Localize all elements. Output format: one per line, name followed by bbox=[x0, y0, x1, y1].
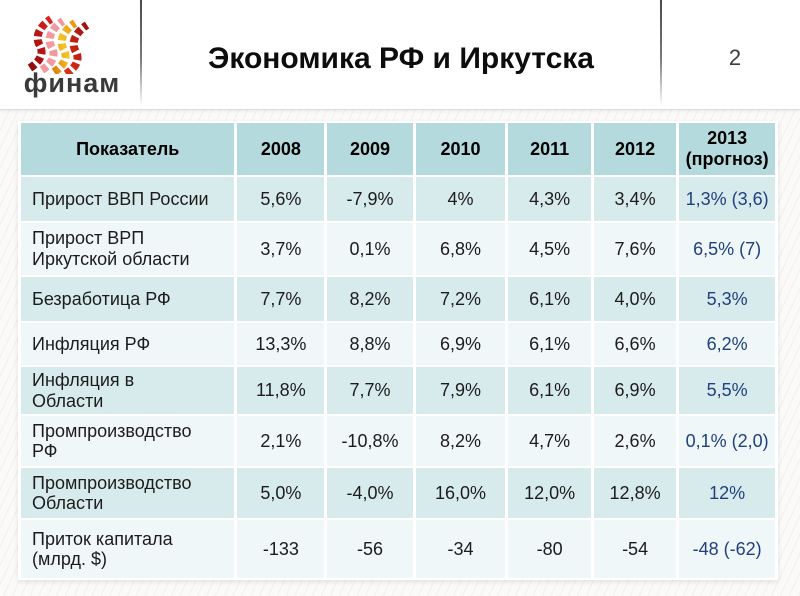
cell-value: 4% bbox=[415, 177, 506, 221]
cell-value: 3,7% bbox=[237, 223, 325, 275]
header-divider-left bbox=[140, 0, 142, 106]
cell-value: 6,8% bbox=[415, 223, 506, 275]
cell-value: 5,6% bbox=[237, 177, 325, 221]
economy-table-container: Показатель 2008 2009 2010 2011 2012 2013… bbox=[18, 121, 778, 581]
column-header-2008: 2008 bbox=[237, 123, 325, 175]
cell-value: 7,2% bbox=[415, 277, 506, 321]
cell-value: 4,7% bbox=[508, 416, 591, 467]
cell-value: 6,9% bbox=[593, 367, 677, 415]
cell-value: 6,6% bbox=[593, 323, 677, 365]
cell-value: -7,9% bbox=[327, 177, 413, 221]
table-row-inflation-rf: Инфляция РФ 13,3% 8,8% 6,9% 6,1% 6,6% 6,… bbox=[21, 323, 775, 365]
row-label: Промпроизводство РФ bbox=[21, 416, 235, 467]
cell-value: 11,8% bbox=[237, 367, 325, 415]
cell-value: 7,7% bbox=[237, 277, 325, 321]
cell-value: 2,6% bbox=[593, 416, 677, 467]
cell-value: -10,8% bbox=[327, 416, 413, 467]
cell-value: 6,1% bbox=[508, 323, 591, 365]
table-row-industry-region: Промпроизводство Области 5,0% -4,0% 16,0… bbox=[21, 468, 775, 519]
table-row-gdp-russia: Прирост ВВП России 5,6% -7,9% 4% 4,3% 3,… bbox=[21, 177, 775, 221]
finam-logo-text: финам bbox=[23, 68, 121, 98]
cell-value: 16,0% bbox=[415, 468, 506, 519]
row-label: Прирост ВРП Иркутской области bbox=[21, 223, 235, 275]
slide-title: Экономика РФ и Иркутска bbox=[208, 42, 594, 75]
row-label: Инфляция РФ bbox=[21, 323, 235, 365]
row-label: Безработица РФ bbox=[21, 277, 235, 321]
table-row-inflation-region: Инфляция в Области 11,8% 7,7% 7,9% 6,1% … bbox=[21, 367, 775, 415]
forecast-cell: 5,5% bbox=[679, 367, 775, 415]
cell-value: 12,8% bbox=[593, 468, 677, 519]
finam-logo: финам bbox=[16, 6, 128, 104]
cell-value: -54 bbox=[593, 520, 677, 579]
column-header-2011: 2011 bbox=[508, 123, 591, 175]
cell-value: 3,4% bbox=[593, 177, 677, 221]
row-label: Прирост ВВП России bbox=[21, 177, 235, 221]
column-header-2013-forecast: 2013 (прогноз) bbox=[679, 123, 775, 175]
table-row-industry-rf: Промпроизводство РФ 2,1% -10,8% 8,2% 4,7… bbox=[21, 416, 775, 467]
cell-value: 6,9% bbox=[415, 323, 506, 365]
forecast-cell: 6,2% bbox=[679, 323, 775, 365]
forecast-cell: 6,5% (7) bbox=[679, 223, 775, 275]
cell-value: 8,2% bbox=[415, 416, 506, 467]
table-row-capital-inflow: Приток капитала (млрд. $) -133 -56 -34 -… bbox=[21, 520, 775, 579]
cell-value: 8,2% bbox=[327, 277, 413, 321]
cell-value: -34 bbox=[415, 520, 506, 579]
row-label: Инфляция в Области bbox=[21, 367, 235, 415]
cell-value: 0,1% bbox=[327, 223, 413, 275]
column-header-2012: 2012 bbox=[593, 123, 677, 175]
cell-value: -80 bbox=[508, 520, 591, 579]
cell-value: 6,1% bbox=[508, 367, 591, 415]
column-header-2009: 2009 bbox=[327, 123, 413, 175]
cell-value: 8,8% bbox=[327, 323, 413, 365]
table-header-row: Показатель 2008 2009 2010 2011 2012 2013… bbox=[21, 123, 775, 175]
forecast-cell: 12% bbox=[679, 468, 775, 519]
column-header-2010: 2010 bbox=[415, 123, 506, 175]
cell-value: 4,3% bbox=[508, 177, 591, 221]
finam-wave-icon bbox=[27, 15, 90, 74]
forecast-cell: 1,3% (3,6) bbox=[679, 177, 775, 221]
table-row-grp-irkutsk: Прирост ВРП Иркутской области 3,7% 0,1% … bbox=[21, 223, 775, 275]
cell-value: -56 bbox=[327, 520, 413, 579]
slide-header: финам Экономика РФ и Иркутска 2 bbox=[0, 0, 800, 110]
cell-value: 13,3% bbox=[237, 323, 325, 365]
cell-value: 4,5% bbox=[508, 223, 591, 275]
row-label: Промпроизводство Области bbox=[21, 468, 235, 519]
forecast-cell: 0,1% (2,0) bbox=[679, 416, 775, 467]
column-header-indicator: Показатель bbox=[21, 123, 235, 175]
page-number: 2 bbox=[728, 45, 742, 70]
table-row-unemployment: Безработица РФ 7,7% 8,2% 7,2% 6,1% 4,0% … bbox=[21, 277, 775, 321]
economy-table: Показатель 2008 2009 2010 2011 2012 2013… bbox=[18, 121, 778, 580]
cell-value: -4,0% bbox=[327, 468, 413, 519]
cell-value: 2,1% bbox=[237, 416, 325, 467]
cell-value: 6,1% bbox=[508, 277, 591, 321]
header-divider-right bbox=[660, 0, 662, 106]
cell-value: 12,0% bbox=[508, 468, 591, 519]
cell-value: 7,9% bbox=[415, 367, 506, 415]
row-label: Приток капитала (млрд. $) bbox=[21, 520, 235, 579]
forecast-cell: 5,3% bbox=[679, 277, 775, 321]
cell-value: 7,7% bbox=[327, 367, 413, 415]
cell-value: 5,0% bbox=[237, 468, 325, 519]
forecast-cell: -48 (-62) bbox=[679, 520, 775, 579]
cell-value: -133 bbox=[237, 520, 325, 579]
cell-value: 4,0% bbox=[593, 277, 677, 321]
slide-body: Показатель 2008 2009 2010 2011 2012 2013… bbox=[0, 110, 800, 596]
cell-value: 7,6% bbox=[593, 223, 677, 275]
